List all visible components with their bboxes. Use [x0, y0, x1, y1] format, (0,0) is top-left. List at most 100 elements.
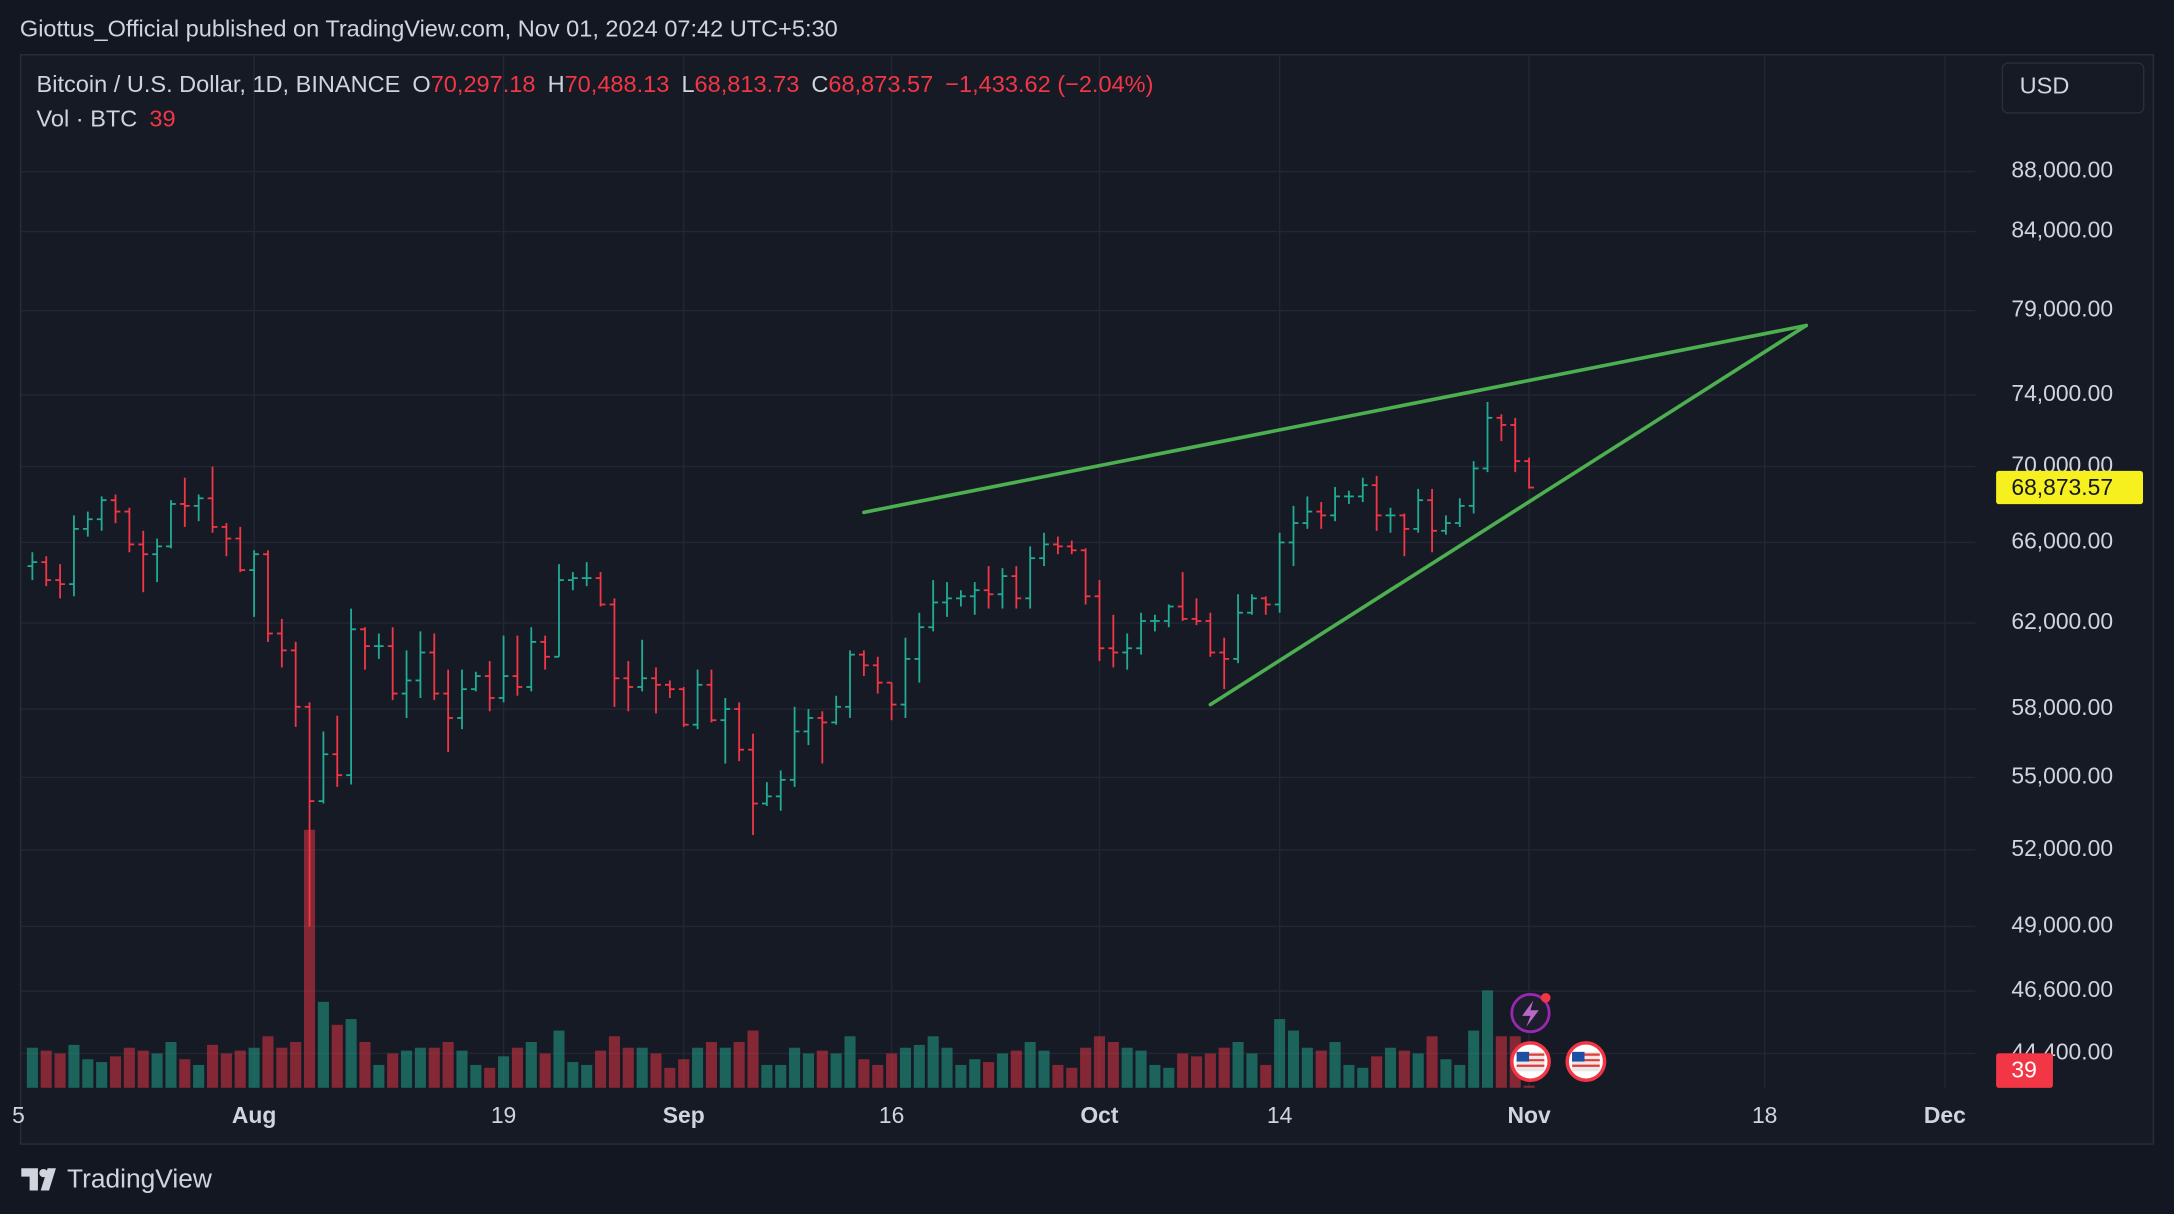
volume-tag	[1996, 1053, 2053, 1088]
volume-bar	[1080, 1047, 1092, 1088]
last-price-label: 68,873.57	[2011, 474, 2113, 500]
volume-bar	[692, 1047, 704, 1088]
ohlc-key: O	[412, 71, 430, 97]
volume-bar	[1121, 1047, 1133, 1088]
volume-bar	[927, 1036, 939, 1088]
grid	[21, 55, 1976, 1088]
volume-bar	[1135, 1050, 1147, 1088]
y-tick-label: 74,000.00	[2011, 380, 2113, 406]
volume-bar	[622, 1047, 634, 1088]
ohlc-value: 68,873.57	[828, 71, 933, 97]
y-tick-label: 88,000.00	[2011, 157, 2113, 183]
y-tick-label: 46,600.00	[2011, 976, 2113, 1002]
volume-bar	[1412, 1053, 1424, 1088]
volume-bar	[456, 1050, 468, 1088]
volume-bar	[1038, 1050, 1050, 1088]
volume-bar	[206, 1044, 219, 1088]
volume-bar	[359, 1042, 371, 1088]
volume-bar	[1260, 1064, 1272, 1088]
volume-bar	[1177, 1053, 1189, 1088]
volume-bar	[1066, 1067, 1078, 1088]
volume-bar	[761, 1064, 773, 1088]
volume-bar	[373, 1064, 385, 1088]
x-tick-label: 19	[491, 1102, 516, 1128]
volume-bar	[151, 1053, 163, 1088]
publish-line: Giottus_Official published on TradingVie…	[20, 16, 838, 42]
y-tick-label: 52,000.00	[2011, 835, 2113, 861]
volume-bar	[484, 1067, 496, 1088]
volume-bar	[123, 1047, 135, 1088]
volume-bar	[525, 1042, 537, 1088]
volume-value: 39	[149, 106, 175, 132]
flag-canton	[1572, 1051, 1585, 1062]
currency-button[interactable]	[2001, 62, 2145, 114]
volume-bar	[1163, 1067, 1175, 1088]
volume-bar	[1107, 1042, 1119, 1088]
volume-bar	[1246, 1053, 1258, 1088]
volume-bar	[595, 1050, 607, 1088]
volume-bar	[1287, 1030, 1300, 1088]
volume-bar	[1357, 1067, 1369, 1088]
ohlc-key: L	[681, 71, 694, 97]
ohlc-value: 70,297.18	[431, 71, 536, 97]
volume-bar	[553, 1030, 565, 1088]
volume-bar	[858, 1059, 870, 1088]
currency-label[interactable]: USD	[2020, 73, 2070, 99]
ohlc-value: 68,813.73	[695, 71, 800, 97]
dot	[1540, 992, 1551, 1003]
volume-bar	[137, 1050, 149, 1088]
legend-line: Bitcoin / U.S. Dollar, 1D, BINANCE O70,2…	[37, 71, 1154, 97]
volume-bar	[678, 1059, 690, 1088]
y-tick-label: 62,000.00	[2011, 608, 2113, 634]
volume-bar	[234, 1050, 246, 1088]
change: −1,433.62 (−2.04%)	[945, 71, 1153, 97]
volume-bar	[567, 1062, 579, 1088]
volume-bar	[581, 1064, 593, 1088]
x-tick-label: Sep	[663, 1102, 705, 1128]
last-price-tag	[1996, 470, 2144, 505]
volume-bar	[539, 1053, 551, 1088]
volume-bar	[1523, 1085, 1535, 1088]
volume-bar	[1468, 1030, 1480, 1088]
y-tick-label: 49,000.00	[2011, 911, 2113, 937]
event-icons	[1510, 992, 1607, 1082]
volume-bar	[387, 1053, 399, 1088]
trend-line	[1208, 323, 1809, 707]
volume-bar	[996, 1053, 1009, 1088]
volume-bar	[899, 1047, 911, 1088]
volume-bar	[816, 1050, 828, 1088]
volume-bar	[664, 1067, 676, 1088]
volume-bar	[428, 1047, 440, 1088]
bolt	[1522, 1000, 1539, 1027]
x-tick-label: Aug	[232, 1102, 276, 1128]
volume-bar	[1093, 1036, 1106, 1088]
y-tick-label: 84,000.00	[2011, 217, 2113, 243]
drawings	[862, 323, 1809, 707]
volume-bar	[1426, 1036, 1438, 1088]
volume-bar	[1440, 1059, 1452, 1088]
x-tick-label: Dec	[1924, 1102, 1966, 1128]
volume-bar	[830, 1053, 842, 1088]
x-tick-label: 16	[879, 1102, 904, 1128]
volume-bar	[886, 1053, 898, 1088]
volume-bar	[1218, 1047, 1230, 1088]
x-tick-label: 18	[1752, 1102, 1777, 1128]
volume-bar	[719, 1047, 731, 1088]
x-tick-label: Nov	[1507, 1102, 1550, 1128]
volume-bar	[969, 1059, 981, 1088]
volume-bar	[331, 1024, 343, 1088]
volume-bar	[608, 1036, 620, 1088]
volume-bar	[109, 1056, 122, 1088]
volume-bar	[220, 1053, 232, 1088]
brand-logo-dot	[39, 1168, 48, 1178]
y-tick-label: 79,000.00	[2011, 296, 2113, 322]
volume-bar	[747, 1030, 759, 1088]
volume-bar	[414, 1047, 426, 1088]
volume-bar	[401, 1050, 413, 1088]
volume-bar	[470, 1064, 482, 1088]
volume-bar	[983, 1062, 995, 1088]
ohlc-key: H	[548, 71, 565, 97]
volume-bar	[262, 1036, 274, 1088]
volume-bar	[248, 1047, 260, 1088]
y-tick-label: 55,000.00	[2011, 763, 2113, 789]
